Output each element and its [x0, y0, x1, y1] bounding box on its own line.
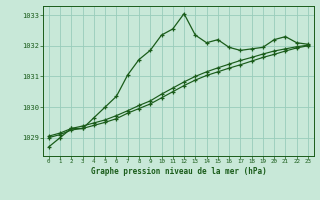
X-axis label: Graphe pression niveau de la mer (hPa): Graphe pression niveau de la mer (hPa): [91, 167, 266, 176]
